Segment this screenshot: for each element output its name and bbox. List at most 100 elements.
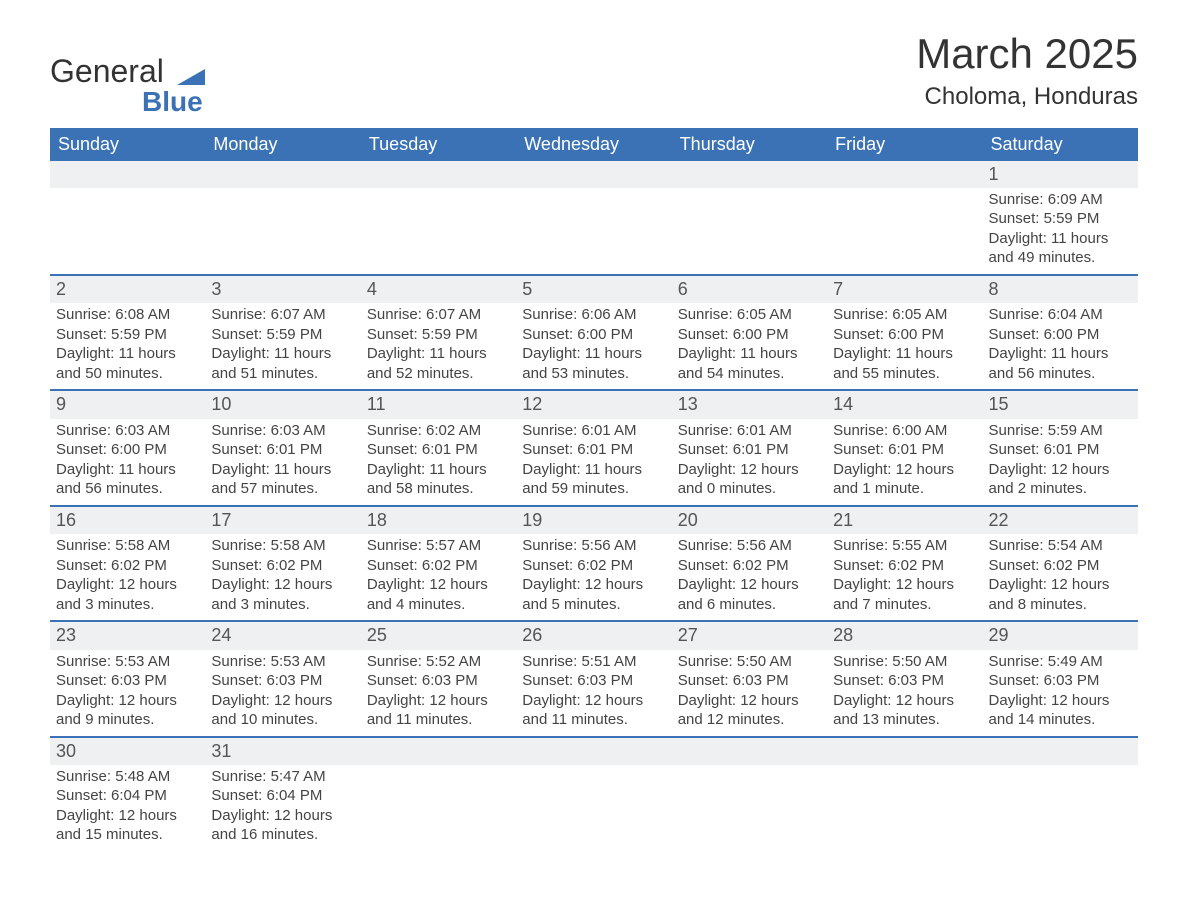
day-details-cell: Sunrise: 5:52 AMSunset: 6:03 PMDaylight:… xyxy=(361,650,516,737)
day-details-row: Sunrise: 5:48 AMSunset: 6:04 PMDaylight:… xyxy=(50,765,1138,851)
day-details: Sunrise: 6:06 AMSunset: 6:00 PMDaylight:… xyxy=(516,303,671,389)
sunrise: Sunrise: 6:06 AM xyxy=(522,305,665,325)
day-details-cell: Sunrise: 6:07 AMSunset: 5:59 PMDaylight:… xyxy=(205,303,360,390)
sunset: Sunset: 6:03 PM xyxy=(367,671,510,691)
day-details: Sunrise: 5:53 AMSunset: 6:03 PMDaylight:… xyxy=(205,650,360,736)
sunrise: Sunrise: 6:08 AM xyxy=(56,305,199,325)
day-details-cell xyxy=(983,765,1138,851)
day-details-cell: Sunrise: 6:03 AMSunset: 6:01 PMDaylight:… xyxy=(205,419,360,506)
day-number-cell: 28 xyxy=(827,622,982,649)
day-number: 21 xyxy=(827,507,982,534)
sunrise: Sunrise: 5:54 AM xyxy=(989,536,1132,556)
daylight: Daylight: 11 hours and 58 minutes. xyxy=(367,460,510,499)
day-number-cell: 20 xyxy=(672,507,827,534)
day-number: 28 xyxy=(827,622,982,649)
daylight: Daylight: 12 hours and 11 minutes. xyxy=(367,691,510,730)
day-details-cell: Sunrise: 6:04 AMSunset: 6:00 PMDaylight:… xyxy=(983,303,1138,390)
col-saturday: Saturday xyxy=(983,128,1138,161)
day-number-cell: 21 xyxy=(827,507,982,534)
day-details: Sunrise: 5:48 AMSunset: 6:04 PMDaylight:… xyxy=(50,765,205,851)
day-number-cell: 25 xyxy=(361,622,516,649)
col-friday: Friday xyxy=(827,128,982,161)
sunset: Sunset: 6:00 PM xyxy=(833,325,976,345)
daylight: Daylight: 11 hours and 56 minutes. xyxy=(989,344,1132,383)
day-number: 3 xyxy=(205,276,360,303)
sunset: Sunset: 6:03 PM xyxy=(833,671,976,691)
daylight: Daylight: 11 hours and 57 minutes. xyxy=(211,460,354,499)
day-number-cell: 4 xyxy=(361,276,516,303)
daylight: Daylight: 12 hours and 6 minutes. xyxy=(678,575,821,614)
day-details: Sunrise: 6:03 AMSunset: 6:01 PMDaylight:… xyxy=(205,419,360,505)
day-details-cell: Sunrise: 6:03 AMSunset: 6:00 PMDaylight:… xyxy=(50,419,205,506)
day-details: Sunrise: 5:55 AMSunset: 6:02 PMDaylight:… xyxy=(827,534,982,620)
daylight: Daylight: 12 hours and 14 minutes. xyxy=(989,691,1132,730)
header: General Blue March 2025 Choloma, Hondura… xyxy=(50,30,1138,118)
day-number-cell: 10 xyxy=(205,391,360,418)
sunrise: Sunrise: 6:04 AM xyxy=(989,305,1132,325)
day-number-cell xyxy=(516,161,671,188)
title-block: March 2025 Choloma, Honduras xyxy=(916,30,1138,111)
sunset: Sunset: 6:00 PM xyxy=(989,325,1132,345)
calendar-body: 1Sunrise: 6:09 AMSunset: 5:59 PMDaylight… xyxy=(50,161,1138,851)
day-number-cell: 26 xyxy=(516,622,671,649)
day-details-cell xyxy=(361,765,516,851)
sunrise: Sunrise: 5:53 AM xyxy=(211,652,354,672)
sunrise: Sunrise: 5:51 AM xyxy=(522,652,665,672)
daylight: Daylight: 11 hours and 49 minutes. xyxy=(989,229,1132,268)
calendar-table: Sunday Monday Tuesday Wednesday Thursday… xyxy=(50,128,1138,851)
daylight: Daylight: 12 hours and 2 minutes. xyxy=(989,460,1132,499)
day-number: 16 xyxy=(50,507,205,534)
day-details: Sunrise: 6:08 AMSunset: 5:59 PMDaylight:… xyxy=(50,303,205,389)
day-details-cell: Sunrise: 6:01 AMSunset: 6:01 PMDaylight:… xyxy=(672,419,827,506)
sunrise: Sunrise: 6:07 AM xyxy=(367,305,510,325)
daylight: Daylight: 11 hours and 54 minutes. xyxy=(678,344,821,383)
daylight: Daylight: 11 hours and 51 minutes. xyxy=(211,344,354,383)
day-number-cell: 23 xyxy=(50,622,205,649)
day-details: Sunrise: 5:58 AMSunset: 6:02 PMDaylight:… xyxy=(50,534,205,620)
daylight: Daylight: 12 hours and 9 minutes. xyxy=(56,691,199,730)
day-number: 20 xyxy=(672,507,827,534)
day-details: Sunrise: 6:07 AMSunset: 5:59 PMDaylight:… xyxy=(361,303,516,389)
logo-name-text: General xyxy=(50,53,164,89)
day-details-row: Sunrise: 5:58 AMSunset: 6:02 PMDaylight:… xyxy=(50,534,1138,621)
day-number-cell: 2 xyxy=(50,276,205,303)
daynum-row: 1 xyxy=(50,161,1138,188)
sunrise: Sunrise: 5:50 AM xyxy=(833,652,976,672)
day-number: 30 xyxy=(50,738,205,765)
day-details: Sunrise: 5:50 AMSunset: 6:03 PMDaylight:… xyxy=(827,650,982,736)
sunset: Sunset: 6:02 PM xyxy=(989,556,1132,576)
day-details-row: Sunrise: 6:09 AMSunset: 5:59 PMDaylight:… xyxy=(50,188,1138,275)
sunset: Sunset: 6:00 PM xyxy=(56,440,199,460)
sunrise: Sunrise: 6:00 AM xyxy=(833,421,976,441)
day-number: 27 xyxy=(672,622,827,649)
day-details-cell: Sunrise: 5:50 AMSunset: 6:03 PMDaylight:… xyxy=(827,650,982,737)
daylight: Daylight: 12 hours and 3 minutes. xyxy=(211,575,354,614)
day-number-cell xyxy=(50,161,205,188)
day-number: 19 xyxy=(516,507,671,534)
daylight: Daylight: 12 hours and 4 minutes. xyxy=(367,575,510,614)
day-number-cell xyxy=(516,738,671,765)
sunset: Sunset: 6:00 PM xyxy=(678,325,821,345)
day-details-cell xyxy=(361,188,516,275)
daylight: Daylight: 12 hours and 1 minute. xyxy=(833,460,976,499)
sunrise: Sunrise: 6:05 AM xyxy=(833,305,976,325)
day-number-cell: 7 xyxy=(827,276,982,303)
daynum-row: 16171819202122 xyxy=(50,507,1138,534)
day-details-cell: Sunrise: 5:53 AMSunset: 6:03 PMDaylight:… xyxy=(205,650,360,737)
day-number-cell xyxy=(827,161,982,188)
daylight: Daylight: 12 hours and 3 minutes. xyxy=(56,575,199,614)
sunset: Sunset: 6:03 PM xyxy=(211,671,354,691)
day-number: 31 xyxy=(205,738,360,765)
day-details: Sunrise: 5:54 AMSunset: 6:02 PMDaylight:… xyxy=(983,534,1138,620)
col-sunday: Sunday xyxy=(50,128,205,161)
day-number: 11 xyxy=(361,391,516,418)
day-number-cell: 3 xyxy=(205,276,360,303)
day-number: 1 xyxy=(983,161,1138,188)
day-details-row: Sunrise: 6:08 AMSunset: 5:59 PMDaylight:… xyxy=(50,303,1138,390)
sunset: Sunset: 6:02 PM xyxy=(522,556,665,576)
day-details-cell: Sunrise: 5:56 AMSunset: 6:02 PMDaylight:… xyxy=(672,534,827,621)
col-thursday: Thursday xyxy=(672,128,827,161)
day-number: 6 xyxy=(672,276,827,303)
sunrise: Sunrise: 6:02 AM xyxy=(367,421,510,441)
month-title: March 2025 xyxy=(916,30,1138,78)
